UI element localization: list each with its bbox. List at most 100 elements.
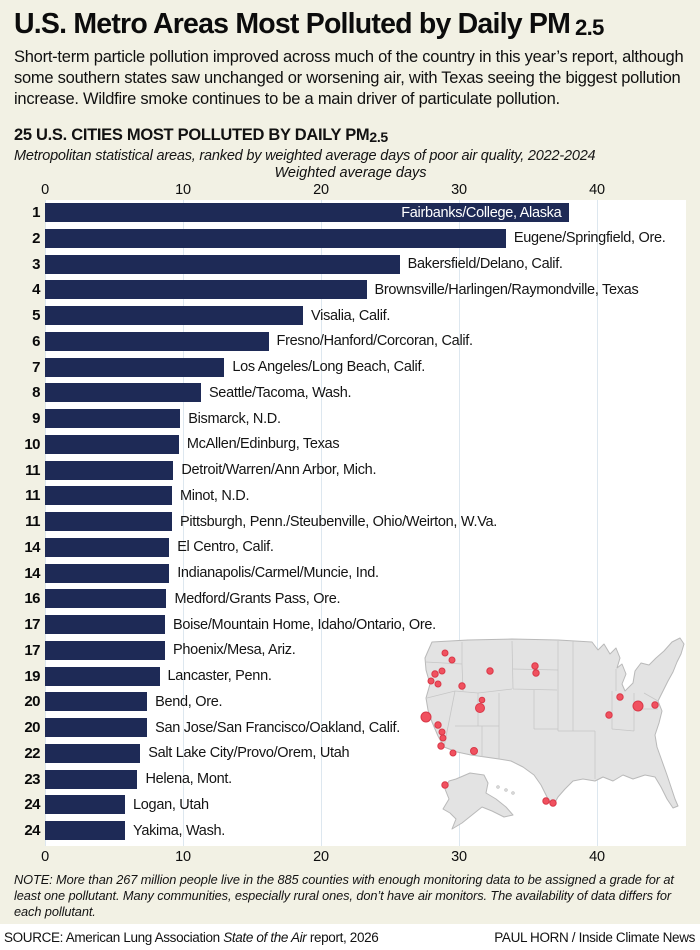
- rank-label: 7: [32, 358, 40, 376]
- rank-label: 10: [24, 435, 40, 453]
- bar-label: Indianapolis/Carmel/Muncie, Ind.: [177, 565, 379, 581]
- chart-subtitle: Metropolitan statistical areas, ranked b…: [14, 148, 596, 164]
- x-tick-bottom: 20: [313, 849, 329, 865]
- map-dot-boise-mountain-home: [458, 682, 466, 690]
- map-dot-visalia: [438, 728, 446, 736]
- rank-label: 5: [32, 307, 40, 324]
- x-tick-top: 40: [589, 182, 605, 198]
- rank-label: 11: [25, 487, 40, 505]
- map-dot-san-jose-san-francisco-oakland: [420, 711, 432, 723]
- bar-row: [45, 486, 172, 506]
- map-dot-bismarck: [532, 669, 540, 677]
- header: U.S. Metro Areas Most Polluted by Daily …: [14, 8, 688, 110]
- source-title-italic: State of the Air: [223, 929, 307, 945]
- bar-label: Bend, Ore.: [155, 693, 223, 710]
- map-dot-indianapolis-carmel-muncie: [605, 711, 613, 719]
- bar-label: Visalia, Calif.: [311, 307, 391, 324]
- bar-label: Logan, Utah: [133, 796, 209, 813]
- map-dot-brownsville-harlingen: [549, 799, 557, 807]
- bar-label: Medford/Grants Pass, Ore.: [174, 590, 341, 607]
- gridline-20: [321, 200, 322, 846]
- rank-label: 8: [32, 384, 40, 402]
- bar-label: Minot, N.D.: [179, 487, 250, 504]
- bar-row: [45, 203, 570, 222]
- x-tick-top: 10: [175, 182, 191, 198]
- bar-label: Salt Lake City/Provo/Orem, Utah: [148, 745, 350, 762]
- rank-label: 17: [24, 641, 40, 659]
- intro-text: Short-term particle pollution improved a…: [14, 48, 684, 108]
- rank-label: 23: [24, 770, 40, 788]
- bar-label: Fairbanks/College, Alaska: [401, 204, 562, 221]
- rank-label: 14: [24, 564, 40, 582]
- rank-label: 16: [24, 590, 40, 608]
- bar-row: [45, 795, 126, 815]
- gridline-30: [459, 200, 460, 846]
- chart-header: 25 U.S. CITIES MOST POLLUTED BY DAILY PM…: [14, 126, 688, 164]
- x-tick-top: 20: [313, 182, 329, 198]
- x-axis-title: Weighted average days: [274, 165, 427, 181]
- chart-title-subscript: 2.5: [369, 129, 388, 145]
- main-title-subscript: 2.5: [575, 15, 604, 40]
- rank-label: 20: [24, 719, 40, 736]
- source-prefix: SOURCE: American Lung Association: [4, 929, 224, 945]
- bar-row: [45, 512, 172, 531]
- gridline-40: [597, 200, 598, 846]
- bar-row: [45, 228, 506, 248]
- bar-row: [45, 537, 170, 557]
- rank-label: 11: [25, 513, 40, 530]
- bar-row: [45, 743, 141, 763]
- bar-row: [45, 821, 126, 840]
- x-tick-top: 30: [451, 182, 467, 198]
- main-title-text: U.S. Metro Areas Most Polluted by Daily …: [14, 8, 571, 40]
- chart-title: 25 U.S. CITIES MOST POLLUTED BY DAILY PM…: [14, 126, 688, 145]
- map-dot-grants-pass: [434, 680, 442, 688]
- x-tick-bottom: 30: [451, 849, 467, 865]
- map-dot-detroit-warren: [616, 693, 624, 701]
- bar-label: Bismarck, N.D.: [188, 410, 281, 427]
- map-dot-helena: [486, 667, 494, 675]
- x-tick-bottom: 10: [175, 849, 191, 865]
- map-dot-fairbanks-college: [441, 781, 449, 789]
- map-dot-los-angeles-long-beach: [437, 742, 445, 750]
- rank-label: 11: [25, 461, 40, 479]
- bar-row: [45, 434, 179, 454]
- bar-label: Bakersfield/Delano, Calif.: [407, 256, 563, 272]
- bar-label: San Jose/San Francisco/Oakland, Calif.: [155, 719, 401, 736]
- map-dot-eugene-springfield: [431, 670, 439, 678]
- rank-label: 22: [24, 744, 40, 762]
- bar-row: [45, 666, 160, 686]
- bar-row: [45, 357, 225, 377]
- bar-row: [45, 718, 148, 737]
- bar-row: [45, 409, 181, 428]
- aleutian-island: [496, 785, 500, 789]
- x-tick-top: 0: [41, 182, 49, 198]
- bar-row: [45, 563, 170, 583]
- bar-label: Los Angeles/Long Beach, Calif.: [232, 359, 425, 375]
- map-dot-salt-lake-city-provo-orem: [475, 703, 485, 713]
- bar-label: McAllen/Edinburg, Texas: [186, 436, 340, 453]
- rank-label: 17: [24, 616, 40, 633]
- rank-label: 2: [32, 229, 40, 247]
- aleutian-island: [511, 791, 515, 795]
- rank-label: 9: [32, 410, 40, 427]
- bar-label: Pittsburgh, Penn./Steubenville, Ohio/Wei…: [179, 513, 497, 530]
- map-dot-seattle-tacoma: [441, 649, 449, 657]
- bar-row: [45, 615, 166, 634]
- map-dot-el-centro: [449, 749, 457, 757]
- bar-label: Seattle/Tacoma, Wash.: [208, 384, 352, 401]
- note-text: NOTE: More than 267 million people live …: [14, 872, 674, 919]
- map-dot-phoenix-mesa: [470, 747, 478, 755]
- map-dot-bakersfield-delano: [439, 734, 447, 742]
- map-dot-logan: [478, 696, 486, 704]
- bar-label: Brownsville/Harlingen/Raymondville, Texa…: [374, 281, 639, 298]
- rank-label: 4: [32, 281, 40, 299]
- bar-label: Fresno/Hanford/Corcoran, Calif.: [276, 333, 474, 350]
- rank-label: 24: [24, 796, 40, 814]
- map-dot-yakima: [448, 656, 456, 664]
- bar-label: Phoenix/Mesa, Ariz.: [173, 642, 296, 659]
- map-dot-minot: [531, 662, 539, 670]
- main-title: U.S. Metro Areas Most Polluted by Daily …: [14, 8, 688, 41]
- rank-label: 19: [24, 667, 40, 685]
- bar-row: [45, 254, 400, 274]
